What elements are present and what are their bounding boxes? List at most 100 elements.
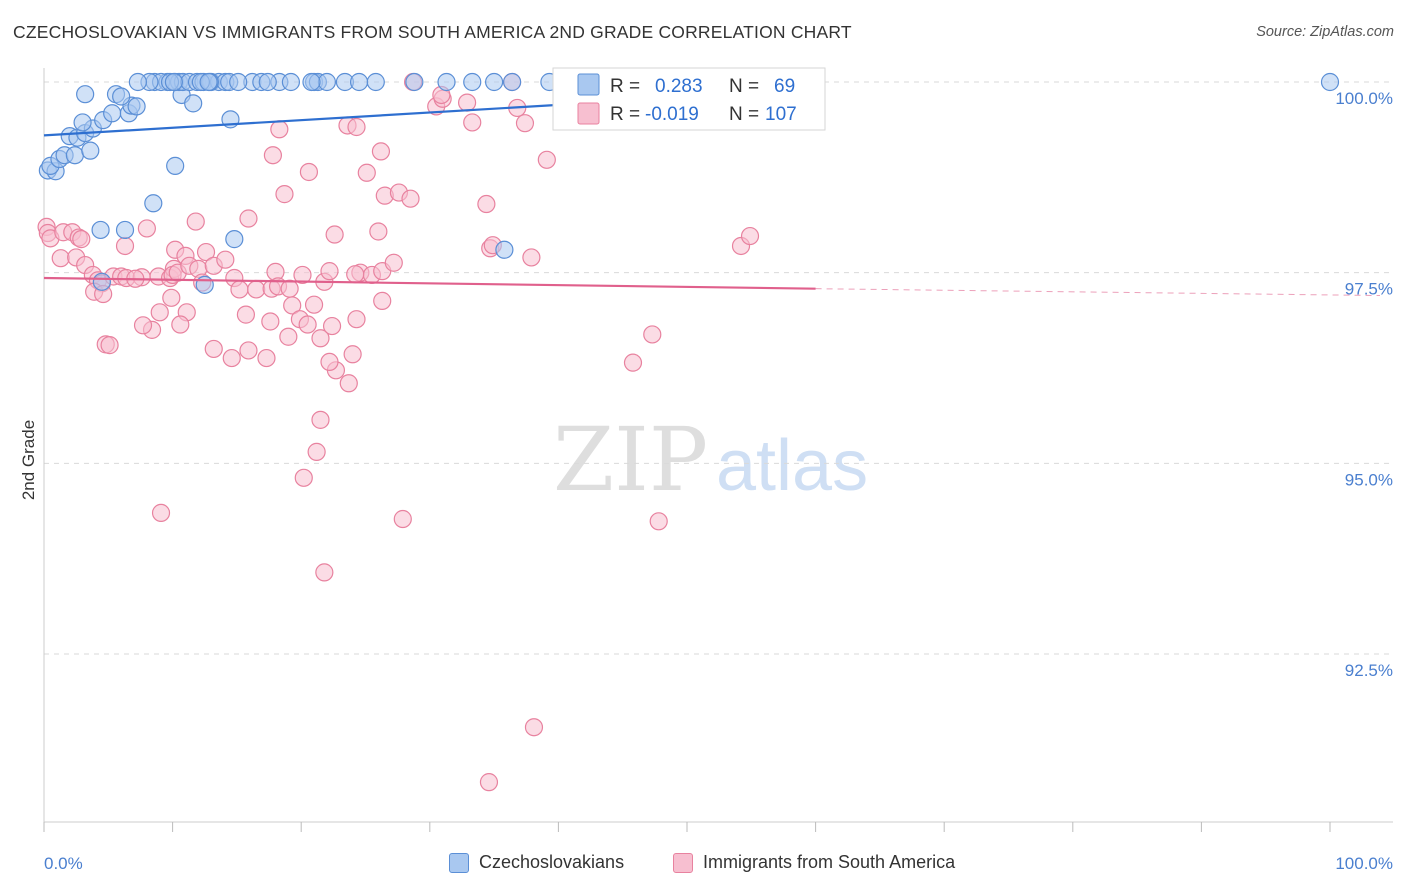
point-immigrants [373,291,392,310]
bottom-legend-swatch-pink [673,852,693,873]
point-immigrants [343,345,362,364]
point-immigrants [294,468,313,487]
watermark-atlas: atlas [716,426,868,506]
point-czechoslovakians [317,72,337,92]
point-immigrants [293,265,312,285]
point-czechoslovakians [91,220,110,240]
point-czechoslovakians [463,72,482,92]
point-czechoslovakians [302,72,321,92]
point-immigrants [457,93,477,112]
bottom-legend-label-czechoslovakians: Czechoslovakians [479,852,625,872]
point-immigrants [623,353,643,372]
point-immigrants [100,336,119,355]
trend-line-immigrants [43,276,816,290]
point-immigrants [346,265,365,284]
point-immigrants [275,185,294,204]
point-immigrants [320,262,339,281]
point-czechoslovakians [437,72,456,92]
point-czechoslovakians [229,72,248,92]
legend-n-label-1: N = [729,76,759,97]
point-immigrants [347,117,366,137]
point-czechoslovakians [73,113,92,132]
point-czechoslovakians [258,72,277,92]
bottom-legend-label-immigrants: Immigrants from South America [703,852,956,872]
series-czechoslovakians-points [38,72,1340,294]
trend-line-immigrants-extension [815,288,1381,297]
point-immigrants [51,249,70,268]
point-immigrants [263,146,283,165]
point-czechoslovakians [81,141,100,160]
point-czechoslovakians [65,146,84,165]
point-immigrants [320,352,339,371]
point-immigrants [371,142,391,161]
point-immigrants [304,295,324,314]
point-immigrants [257,348,276,368]
legend-r-value-1: 0.283 [655,76,703,97]
point-czechoslovakians [199,72,218,92]
point-immigrants [230,280,249,299]
point-immigrants [133,316,153,335]
point-czechoslovakians [495,240,514,259]
point-immigrants [236,305,256,324]
point-czechoslovakians [1320,72,1340,92]
bottom-legend-item-czechoslovakians: Czechoslovakians [449,852,624,873]
y-tick-label: 95.0% [1345,470,1393,489]
legend-n-value-1: 69 [774,76,795,97]
point-immigrants [649,512,668,531]
point-immigrants [270,120,289,139]
y-tick-label: 92.5% [1345,661,1393,680]
source-label: Source: ZipAtlas.com [1256,24,1394,40]
x-tick-label-max: 100.0% [1335,854,1393,873]
point-immigrants [325,225,344,244]
point-czechoslovakians [127,97,146,116]
point-immigrants [339,374,358,393]
legend-swatch-blue [577,73,600,96]
point-immigrants [463,113,482,132]
point-immigrants [311,410,330,429]
point-czechoslovakians [112,87,131,106]
legend-swatch-pink [577,102,600,125]
x-tick-label-min: 0.0% [44,854,83,873]
point-czechoslovakians [166,156,185,175]
chart-title: CZECHOSLOVAKIAN VS IMMIGRANTS FROM SOUTH… [13,22,852,42]
point-immigrants [524,718,544,737]
point-immigrants [357,163,376,182]
point-immigrants [247,280,266,299]
point-immigrants [311,329,330,348]
point-czechoslovakians [128,72,147,92]
point-immigrants [283,296,302,315]
point-czechoslovakians [144,194,163,213]
point-immigrants [196,242,216,262]
point-immigrants [347,310,366,329]
legend-r-label-2: R = [610,104,640,125]
point-czechoslovakians [195,275,214,294]
point-immigrants [393,509,412,529]
point-immigrants [522,248,541,267]
point-immigrants [261,312,280,331]
point-immigrants [537,150,556,169]
y-tick-label: 97.5% [1345,280,1393,299]
point-czechoslovakians [103,104,122,123]
bottom-legend-swatch-blue [449,852,469,873]
point-czechoslovakians [184,94,203,113]
point-immigrants [322,316,342,336]
point-immigrants [137,219,156,238]
point-immigrants [299,162,319,182]
point-immigrants [369,222,388,241]
point-immigrants [307,442,326,461]
point-czechoslovakians [76,85,95,104]
watermark-zip: ZIP [553,408,708,511]
point-czechoslovakians [281,72,301,92]
point-czechoslovakians [405,72,424,92]
legend-r-value-2: -0.019 [645,104,699,125]
bottom-legend-item-immigrants: Immigrants from South America [673,852,955,873]
watermark: ZIP atlas [553,408,868,511]
point-immigrants [515,114,535,133]
point-immigrants [171,315,190,334]
point-immigrants [315,563,334,582]
point-czechoslovakians [366,72,385,92]
y-tick-label: 100.0% [1335,89,1393,108]
point-immigrants [401,189,420,208]
point-immigrants [239,209,258,228]
point-immigrants [280,279,299,298]
